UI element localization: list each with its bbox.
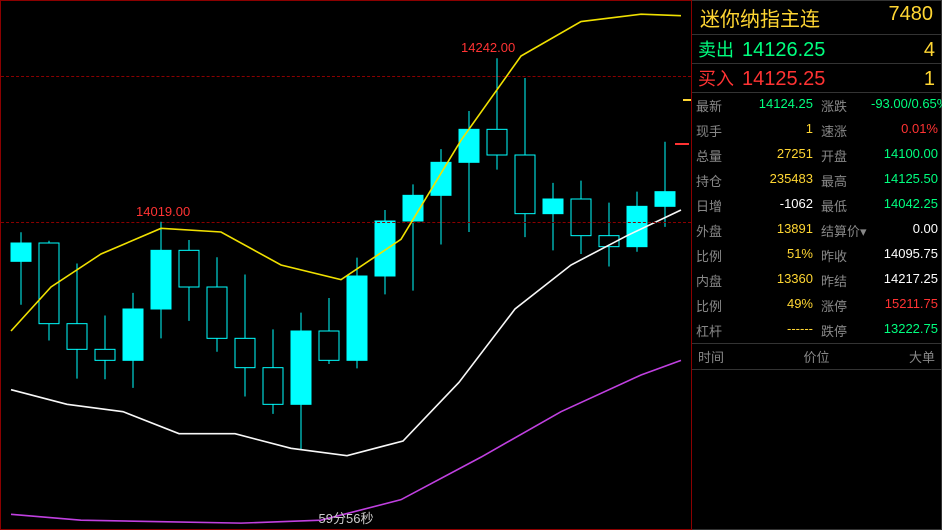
data-label: 涨停: [817, 293, 867, 318]
instrument-code: 7480: [889, 3, 934, 32]
data-value: 14042.25: [867, 193, 942, 218]
data-value: 14125.50: [867, 168, 942, 193]
buy-label: 买入: [698, 65, 742, 91]
data-label: 总量: [692, 143, 742, 168]
data-label: 日增: [692, 193, 742, 218]
data-label: 昨收: [817, 243, 867, 268]
data-value: 51%: [742, 243, 817, 268]
buy-qty: 1: [865, 68, 935, 91]
data-value: 235483: [742, 168, 817, 193]
data-value: ------: [742, 318, 817, 343]
data-value: 14217.25: [867, 268, 942, 293]
yellow-tick-marker: [683, 99, 691, 101]
dashed-level: [1, 222, 691, 223]
data-label: 杠杆: [692, 318, 742, 343]
sell-label: 卖出: [698, 36, 742, 62]
data-label: 最高: [817, 168, 867, 193]
trade-list-header: 时间 价位 大单: [692, 344, 941, 370]
quote-panel: 迷你纳指主连 7480 卖出 14126.25 4 买入 14125.25 1 …: [692, 0, 942, 530]
data-value: 13222.75: [867, 318, 942, 343]
data-label: 结算价▾: [817, 218, 867, 243]
instrument-name: 迷你纳指主连: [700, 3, 820, 32]
data-value: -1062: [742, 193, 817, 218]
data-label: 内盘: [692, 268, 742, 293]
dashed-level: [1, 76, 691, 77]
data-value: 0.01%: [867, 118, 942, 143]
instrument-title: 迷你纳指主连 7480: [692, 1, 941, 35]
col-time: 时间: [698, 347, 777, 366]
sell-quote-row[interactable]: 卖出 14126.25 4: [692, 35, 941, 64]
candlestick-chart[interactable]: 59分56秒 14242.00 14019.00: [0, 0, 692, 530]
data-value: 13891: [742, 218, 817, 243]
data-label: 速涨: [817, 118, 867, 143]
data-label: 最新: [692, 93, 742, 118]
sell-qty: 4: [865, 39, 935, 62]
data-value: 14095.75: [867, 243, 942, 268]
col-price: 价位: [777, 347, 856, 366]
chart-canvas: [1, 1, 691, 529]
price-annotation: 14242.00: [461, 40, 515, 55]
data-label: 昨结: [817, 268, 867, 293]
data-label: 外盘: [692, 218, 742, 243]
data-value: 27251: [742, 143, 817, 168]
data-label: 涨跌: [817, 93, 867, 118]
data-value: 14124.25: [742, 93, 817, 118]
price-annotation: 14019.00: [136, 204, 190, 219]
data-value: 49%: [742, 293, 817, 318]
data-label: 开盘: [817, 143, 867, 168]
data-value: 14100.00: [867, 143, 942, 168]
countdown-timer: 59分56秒: [319, 508, 374, 527]
data-label: 比例: [692, 293, 742, 318]
buy-price: 14125.25: [742, 68, 865, 91]
data-value: -93.00/0.65%: [867, 93, 942, 118]
data-grid: 最新14124.25涨跌-93.00/0.65% 现手1速涨0.01% 总量2725…: [692, 93, 941, 344]
data-label: 持仓: [692, 168, 742, 193]
data-value: 1: [742, 118, 817, 143]
data-label: 最低: [817, 193, 867, 218]
last-price-marker: [675, 143, 689, 145]
data-value: 13360: [742, 268, 817, 293]
data-label: 跌停: [817, 318, 867, 343]
data-value: 0.00: [867, 218, 942, 243]
data-label: 比例: [692, 243, 742, 268]
sell-price: 14126.25: [742, 39, 865, 62]
buy-quote-row[interactable]: 买入 14125.25 1: [692, 64, 941, 93]
data-value: 15211.75: [867, 293, 942, 318]
col-big: 大单: [856, 347, 935, 366]
data-label: 现手: [692, 118, 742, 143]
